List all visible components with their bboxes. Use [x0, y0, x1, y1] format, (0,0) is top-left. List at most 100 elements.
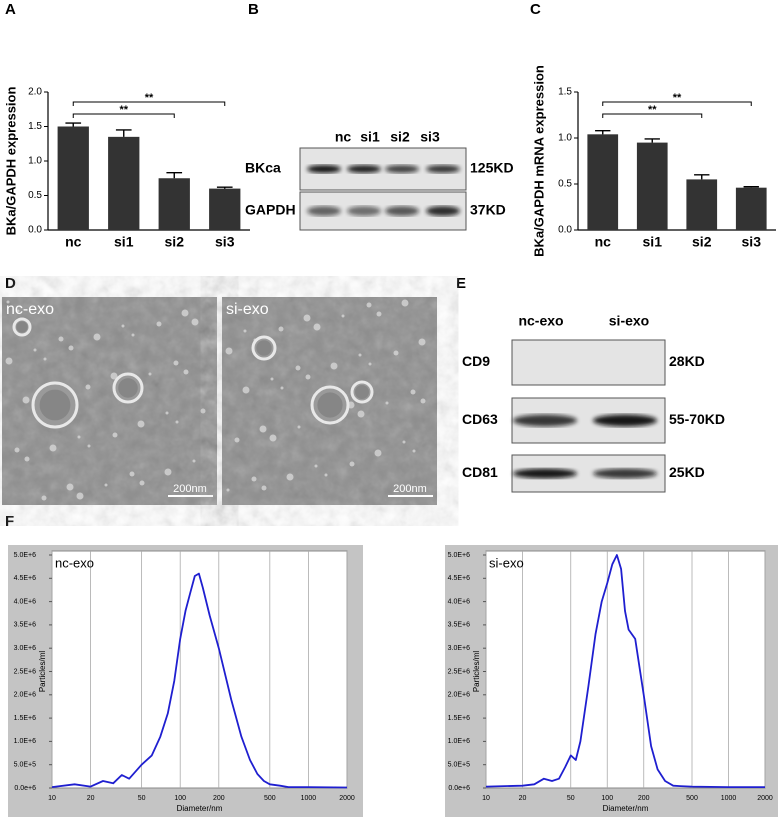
blot-band: [593, 468, 657, 479]
y-tick-label: 4.5E+6: [448, 575, 470, 582]
y-tick-label: 0.0e+6: [14, 785, 36, 792]
bar: [686, 179, 718, 230]
em-particle: [16, 309, 20, 313]
blot-band: [307, 206, 341, 216]
em-particle: [269, 434, 277, 442]
scale-label: 200nm: [393, 483, 427, 495]
row-label: CD63: [462, 411, 498, 427]
line: [485, 554, 765, 788]
y-tick-label: 2.0: [28, 87, 42, 98]
blot-band: [426, 206, 460, 216]
em-particle: [148, 372, 152, 376]
em-particle: [33, 348, 37, 352]
em-particle: [374, 449, 382, 457]
em-particle: [164, 468, 172, 476]
em-particle: [251, 476, 257, 482]
em-particle: [410, 389, 416, 395]
em-particle: [420, 398, 426, 404]
bar: [108, 136, 140, 230]
y-tick-label: 3.0E+6: [14, 645, 36, 652]
em-particle: [313, 323, 321, 331]
lane-label: si2: [390, 129, 410, 145]
error-bar: [166, 172, 183, 179]
error-bar: [65, 122, 82, 127]
y-tick-label: 1.0: [558, 133, 572, 144]
error-bar: [595, 129, 611, 135]
panel-label: E: [456, 275, 466, 292]
bar: [57, 126, 89, 230]
x-tick-label: 2000: [757, 795, 773, 802]
y-tick-label: 1.5E+6: [14, 715, 36, 722]
em-particle: [5, 357, 13, 365]
em-particle: [173, 360, 179, 366]
lane-label: si3: [420, 129, 440, 145]
row-label: BKca: [245, 160, 281, 176]
error-bar: [644, 138, 660, 143]
significance-label: **: [145, 92, 154, 104]
x-tick-label: si3: [215, 234, 235, 250]
blot-band: [513, 468, 577, 479]
row-label: CD81: [462, 464, 498, 480]
em-particle: [305, 374, 311, 380]
em-particle: [165, 411, 169, 415]
em-particle: [324, 473, 328, 477]
panel-label: B: [248, 1, 259, 18]
em-particle: [183, 369, 189, 375]
y-tick-label: 5.0E+5: [448, 762, 470, 769]
em-particle: [58, 336, 64, 342]
x-tick-label: 200: [213, 795, 225, 802]
bar: [209, 188, 241, 230]
em-particle: [129, 471, 135, 477]
em-particle: [280, 386, 284, 390]
x-axis-label: Diameter/nm: [177, 804, 223, 813]
x-tick-label: si1: [643, 234, 663, 250]
x-tick-label: 10: [482, 795, 490, 802]
em-particle: [412, 449, 416, 453]
plot-area: [485, 550, 766, 789]
y-axis-label: Particles/ml: [472, 651, 481, 693]
em-particle: [418, 338, 426, 346]
em-particle: [156, 321, 162, 327]
y-tick-label: 4.0E+6: [448, 598, 470, 605]
blot-band: [593, 414, 657, 427]
vesicle-core: [256, 340, 272, 356]
panel-label: A: [5, 1, 16, 18]
y-tick-label: 2.5E+6: [14, 668, 36, 675]
lane-label: si1: [360, 129, 380, 145]
vesicle-core: [118, 378, 138, 398]
em-particle: [49, 444, 57, 452]
em-particle: [358, 353, 362, 357]
size-label: 25KD: [669, 464, 705, 480]
y-tick-label: 0.0e+6: [448, 785, 470, 792]
y-tick-label: 1.5E+6: [448, 715, 470, 722]
x-tick-label: nc: [65, 234, 82, 250]
em-particle: [112, 432, 118, 438]
x-tick-label: si1: [114, 234, 134, 250]
y-tick-label: 2.0E+6: [14, 692, 36, 699]
em-particle: [243, 329, 247, 333]
blot-band: [513, 414, 577, 427]
x-tick-label: 100: [174, 795, 186, 802]
x-tick-label: 1000: [301, 795, 317, 802]
em-particle: [385, 401, 389, 405]
em-particle: [68, 345, 74, 351]
panel-label: F: [5, 513, 14, 530]
em-particle: [76, 492, 84, 500]
vesicle-core: [16, 321, 28, 333]
y-tick-label: 3.0E+6: [448, 645, 470, 652]
em-particle: [341, 314, 345, 318]
y-tick-label: 3.5E+6: [14, 622, 36, 629]
em-particle: [192, 459, 196, 463]
x-tick-label: si2: [165, 234, 185, 250]
y-axis-label: BKa/GAPDH mRNA expression: [531, 65, 546, 257]
y-tick-label: 5.0E+6: [448, 552, 470, 559]
em-particle: [24, 456, 30, 462]
y-tick-label: 0.0: [558, 225, 572, 236]
em-particle: [104, 483, 108, 487]
error-bar: [115, 129, 132, 137]
x-tick-label: 1000: [721, 795, 737, 802]
y-tick-label: 2.5E+6: [448, 668, 470, 675]
em-particle: [393, 350, 399, 356]
y-tick-label: 0.5: [28, 190, 42, 201]
